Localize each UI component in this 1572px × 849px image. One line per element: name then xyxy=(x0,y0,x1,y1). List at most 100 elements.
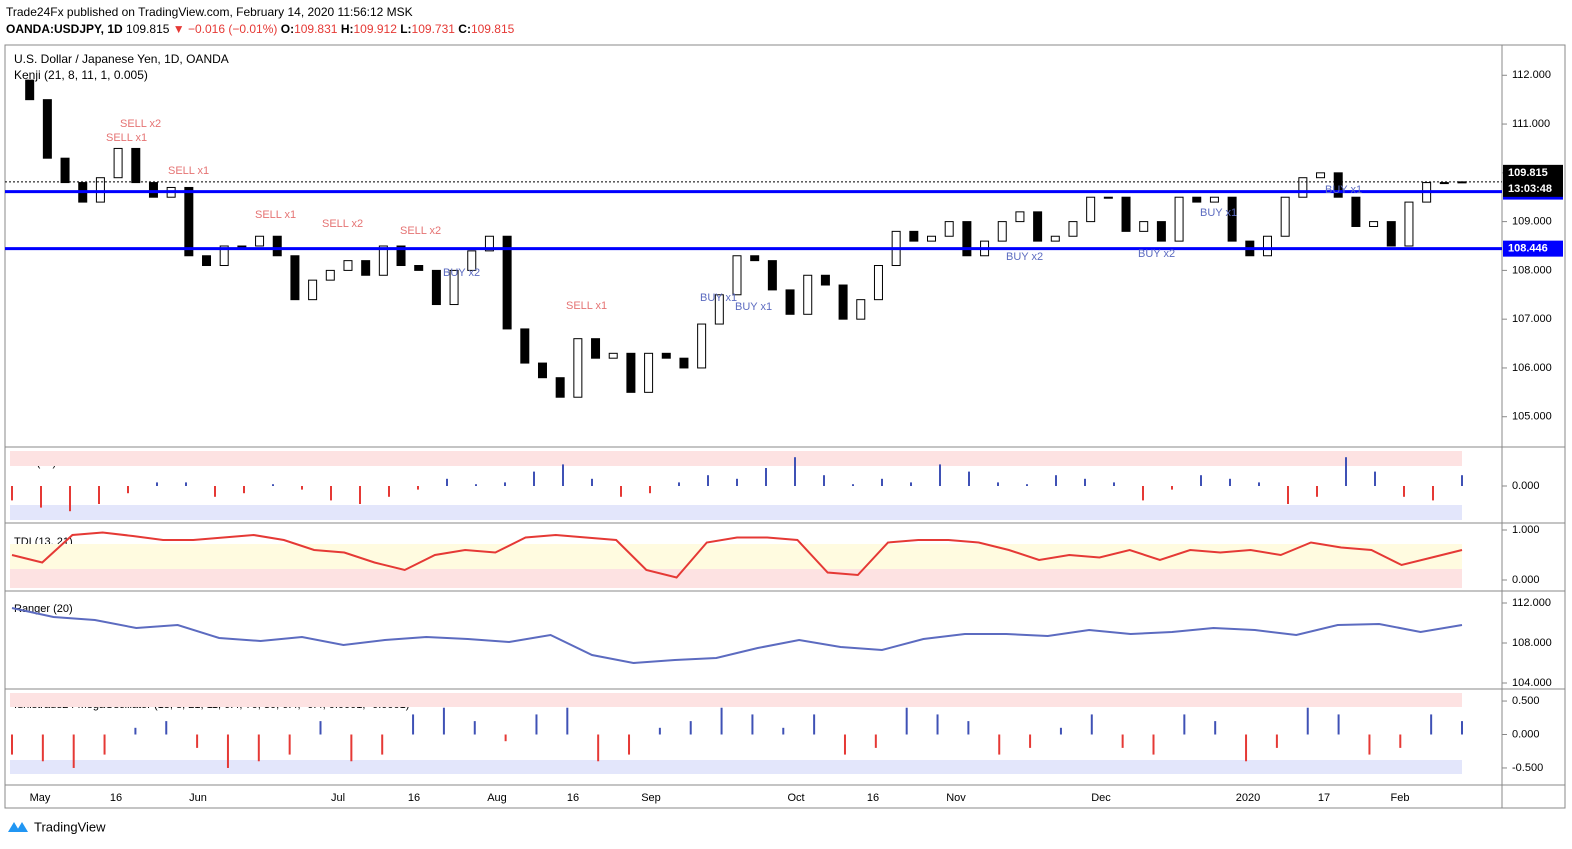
x-tick-label: Jul xyxy=(331,792,345,804)
x-tick-label: Nov xyxy=(946,792,966,804)
upper-band xyxy=(10,693,1462,707)
signal-label: BUY x2 xyxy=(443,267,480,279)
candle xyxy=(484,235,494,252)
candle xyxy=(962,221,972,257)
candle xyxy=(1156,221,1166,242)
y-tick-label: 0.500 xyxy=(1512,695,1540,707)
published: Trade24Fx published on TradingView.com, … xyxy=(6,5,413,19)
frame xyxy=(4,44,1566,809)
candle xyxy=(820,274,830,286)
x-tick-label: 17 xyxy=(1318,792,1330,804)
candle xyxy=(95,177,105,203)
candle xyxy=(1068,221,1078,237)
candle xyxy=(431,269,441,306)
candle xyxy=(1192,196,1202,203)
candle xyxy=(1086,196,1096,223)
signal-label: BUY x1 xyxy=(1200,207,1237,219)
candle xyxy=(131,147,141,184)
candle xyxy=(714,294,724,325)
y-tick-label: 0.000 xyxy=(1512,574,1540,586)
ranger-line xyxy=(11,607,1463,665)
candle xyxy=(732,255,742,296)
candle xyxy=(555,377,565,398)
x-tick-label: 16 xyxy=(110,792,122,804)
y-tick-label: 104.000 xyxy=(1512,677,1552,689)
candle xyxy=(1369,221,1379,227)
candle xyxy=(255,235,265,247)
candle xyxy=(1050,235,1060,242)
candle xyxy=(997,221,1007,242)
change: ▼ −0.016 (−0.01%) xyxy=(172,22,278,36)
signal-label: SELL x2 xyxy=(400,225,441,237)
candle xyxy=(573,338,583,398)
y-tick-label: 106.000 xyxy=(1512,362,1552,374)
logo-icon xyxy=(8,822,28,832)
candle xyxy=(42,99,52,159)
signal-label: BUY x1 xyxy=(735,301,772,313)
x-tick-label: May xyxy=(30,792,51,804)
l-label: L: xyxy=(400,22,412,36)
candle xyxy=(202,255,212,267)
candle xyxy=(1404,201,1414,247)
candle xyxy=(1280,196,1290,237)
candle xyxy=(927,235,937,242)
x-tick-label: Aug xyxy=(487,792,507,804)
candle xyxy=(325,269,335,281)
candle xyxy=(148,182,158,198)
candle xyxy=(1033,211,1043,242)
x-tick-label: Oct xyxy=(787,792,804,804)
candle xyxy=(591,338,601,359)
candle xyxy=(644,352,654,393)
candle xyxy=(1316,172,1326,179)
signal-label: SELL x1 xyxy=(106,132,147,144)
y-tick-label: 109.000 xyxy=(1512,216,1552,228)
signal-label: SELL x2 xyxy=(120,118,161,130)
y-tick-label: 108.000 xyxy=(1512,637,1552,649)
candle xyxy=(396,245,406,267)
c-label: C: xyxy=(458,22,471,36)
upper-band xyxy=(10,451,1462,466)
candle xyxy=(1439,182,1449,185)
y-tick-label: 112.000 xyxy=(1512,69,1551,81)
level-tag xyxy=(1503,240,1563,257)
lower-band xyxy=(10,505,1462,520)
y-tick-label: 108.000 xyxy=(1512,264,1552,276)
candle xyxy=(944,221,954,237)
candle xyxy=(520,328,530,364)
last: 109.815 xyxy=(126,22,170,36)
candle xyxy=(856,299,866,320)
x-tick-label: Feb xyxy=(1391,792,1410,804)
level-label: 108.446 xyxy=(1508,243,1548,255)
candle xyxy=(1015,211,1025,223)
candle xyxy=(909,230,919,242)
candle xyxy=(184,186,194,257)
y-tick-label: 0.000 xyxy=(1512,728,1540,740)
timer: 13:03:48 xyxy=(1508,183,1552,195)
candle xyxy=(873,265,883,301)
candle xyxy=(785,289,795,315)
open: 109.831 xyxy=(294,22,338,36)
signal-label: SELL x2 xyxy=(322,218,363,230)
signal-label: SELL x1 xyxy=(566,300,607,312)
candle xyxy=(1262,235,1272,257)
candle xyxy=(626,352,636,393)
candle xyxy=(361,260,371,276)
low-band xyxy=(10,569,1462,588)
close: 109.815 xyxy=(470,22,515,36)
h-label: H: xyxy=(340,22,354,36)
candle xyxy=(679,357,689,369)
candle xyxy=(502,235,512,330)
candle xyxy=(343,260,353,271)
candle xyxy=(697,323,707,369)
current-label: 109.815 xyxy=(1508,167,1548,179)
candle xyxy=(767,260,777,291)
candle xyxy=(1333,172,1343,198)
indicator-name: Kenji (21, 8, 11, 1, 0.005) xyxy=(14,68,148,82)
y-tick-label: 1.000 xyxy=(1512,524,1540,536)
candle xyxy=(449,269,459,306)
candle xyxy=(1209,196,1219,203)
candle xyxy=(750,255,760,262)
y-tick-label: -0.500 xyxy=(1512,762,1543,774)
signal-label: BUY x1 xyxy=(1325,184,1362,196)
lower-band xyxy=(10,760,1462,774)
